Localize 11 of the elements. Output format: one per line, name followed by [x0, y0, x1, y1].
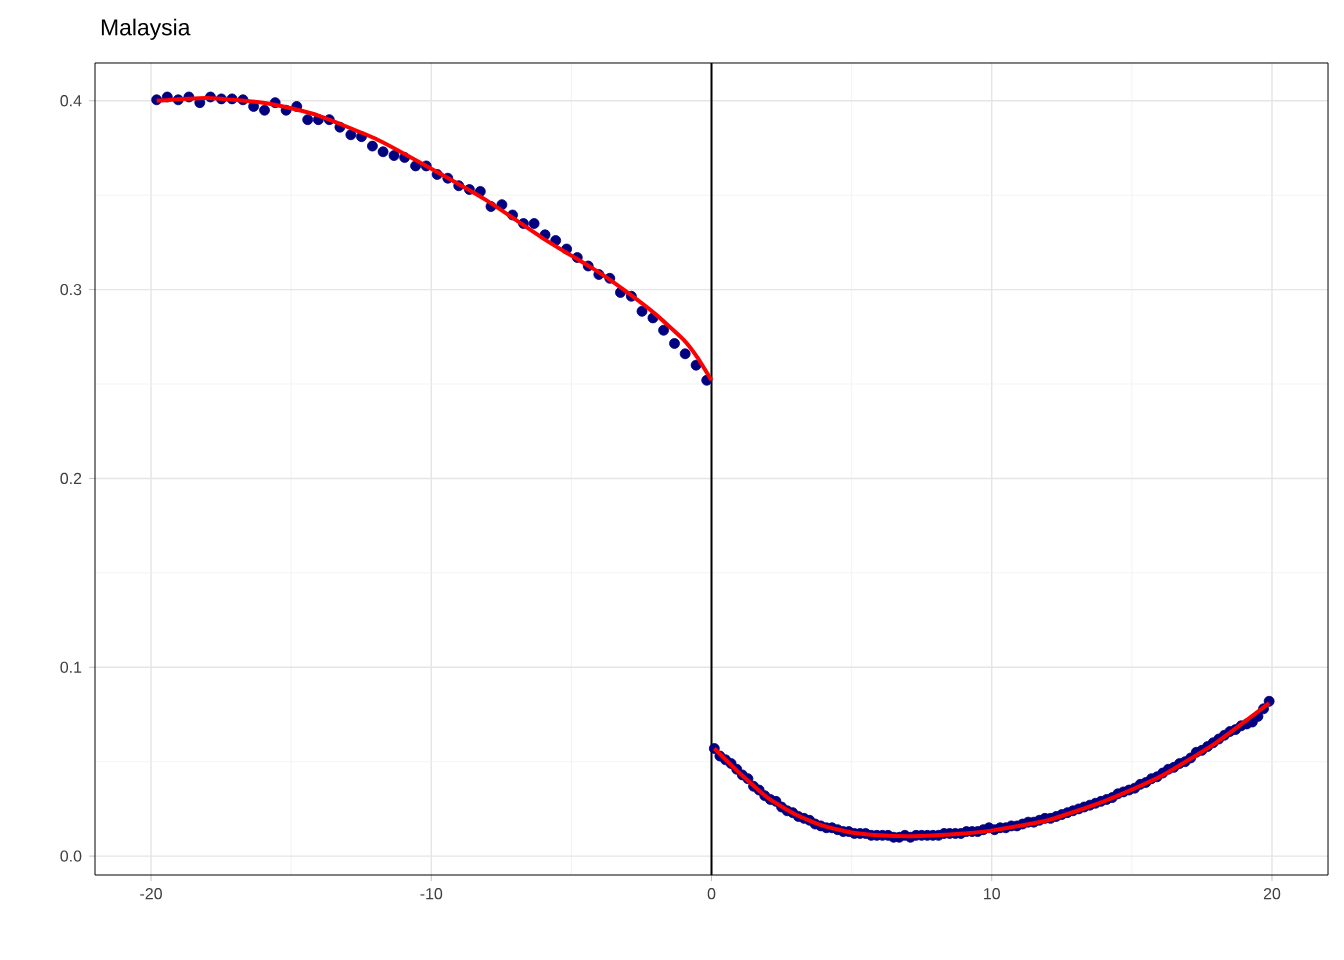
x-tick-label: 0	[707, 888, 716, 900]
y-tick-label: 0.0	[60, 850, 82, 862]
y-tick-label: 0.4	[60, 95, 82, 107]
y-tick-label: 0.1	[60, 661, 82, 673]
y-tick-label: 0.2	[60, 472, 82, 485]
y-tick-label: 0.3	[60, 283, 82, 296]
x-tick-label: 20	[1263, 888, 1281, 900]
chart-title: Malaysia	[101, 18, 191, 40]
x-tick-label: -20	[140, 888, 162, 900]
x-tick-label: -10	[420, 888, 443, 900]
x-tick-label: 10	[984, 888, 1000, 900]
